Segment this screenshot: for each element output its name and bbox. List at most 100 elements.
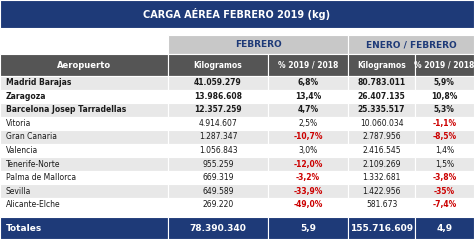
Bar	[415, 76, 474, 90]
Text: 1.287.347: 1.287.347	[199, 132, 237, 141]
Bar	[415, 144, 474, 157]
Text: 10,8%: 10,8%	[431, 92, 457, 101]
Text: 10.060.034: 10.060.034	[360, 119, 403, 128]
Bar	[168, 76, 268, 90]
Bar	[348, 117, 415, 130]
Bar	[0, 90, 168, 103]
Text: Kilogramos: Kilogramos	[194, 61, 242, 70]
Text: 78.390.340: 78.390.340	[190, 224, 246, 233]
Bar	[348, 185, 415, 198]
Text: 5,9: 5,9	[300, 224, 316, 233]
Bar	[348, 130, 415, 144]
Text: 12.357.259: 12.357.259	[194, 105, 242, 114]
Text: 4.914.607: 4.914.607	[199, 119, 237, 128]
Text: 581.673: 581.673	[366, 200, 397, 209]
Text: FEBRERO: FEBRERO	[235, 40, 282, 49]
Text: Aeropuerto: Aeropuerto	[57, 61, 111, 70]
Bar	[415, 157, 474, 171]
Text: -35%: -35%	[434, 187, 455, 196]
Text: 4,7%: 4,7%	[298, 105, 319, 114]
Bar	[348, 171, 415, 185]
Text: 13.986.608: 13.986.608	[194, 92, 242, 101]
Bar	[415, 117, 474, 130]
Bar	[268, 54, 348, 76]
Bar	[168, 117, 268, 130]
Text: 649.589: 649.589	[202, 187, 234, 196]
Text: Gran Canaria: Gran Canaria	[6, 132, 57, 141]
Bar	[168, 35, 348, 54]
Bar	[348, 54, 415, 76]
Text: 2.787.956: 2.787.956	[362, 132, 401, 141]
Bar	[268, 117, 348, 130]
Text: Valencia: Valencia	[6, 146, 38, 155]
Text: Barcelona Josep Tarradellas: Barcelona Josep Tarradellas	[6, 105, 126, 114]
Text: -33,9%: -33,9%	[293, 187, 323, 196]
Text: Palma de Mallorca: Palma de Mallorca	[6, 173, 76, 182]
Bar	[268, 217, 348, 239]
Bar	[415, 217, 474, 239]
Text: 13,4%: 13,4%	[295, 92, 321, 101]
Bar	[0, 157, 168, 171]
Text: 1,5%: 1,5%	[435, 160, 454, 168]
Bar	[168, 157, 268, 171]
Text: Totales: Totales	[6, 224, 42, 233]
Text: Vitoria: Vitoria	[6, 119, 31, 128]
Bar	[415, 171, 474, 185]
Bar	[168, 198, 268, 212]
Text: -10,7%: -10,7%	[293, 132, 323, 141]
Bar	[268, 103, 348, 117]
Text: % 2019 / 2018: % 2019 / 2018	[278, 61, 338, 70]
Bar	[268, 198, 348, 212]
Bar	[168, 90, 268, 103]
Bar	[348, 35, 474, 54]
Text: 26.407.135: 26.407.135	[358, 92, 405, 101]
Text: 3,0%: 3,0%	[299, 146, 318, 155]
Bar	[268, 157, 348, 171]
Bar	[168, 54, 268, 76]
Bar	[168, 130, 268, 144]
Text: 955.259: 955.259	[202, 160, 234, 168]
Text: 669.319: 669.319	[202, 173, 234, 182]
Text: Sevilla: Sevilla	[6, 187, 31, 196]
Bar	[0, 185, 168, 198]
Bar	[168, 171, 268, 185]
Text: 5,9%: 5,9%	[434, 78, 455, 87]
Text: % 2019 / 2018: % 2019 / 2018	[414, 61, 474, 70]
Bar	[0, 35, 168, 54]
Text: 41.059.279: 41.059.279	[194, 78, 242, 87]
Bar	[268, 130, 348, 144]
Bar	[0, 130, 168, 144]
Text: 2.109.269: 2.109.269	[362, 160, 401, 168]
Text: -3,2%: -3,2%	[296, 173, 320, 182]
Bar	[168, 217, 268, 239]
Text: 2,5%: 2,5%	[299, 119, 318, 128]
Bar	[0, 103, 168, 117]
Bar	[168, 144, 268, 157]
Bar	[415, 54, 474, 76]
Bar	[348, 198, 415, 212]
Text: -8,5%: -8,5%	[432, 132, 456, 141]
Bar	[268, 76, 348, 90]
Bar	[415, 198, 474, 212]
Bar	[0, 171, 168, 185]
Text: 269.220: 269.220	[202, 200, 234, 209]
Bar	[0, 144, 168, 157]
Bar	[0, 198, 168, 212]
Text: -49,0%: -49,0%	[293, 200, 323, 209]
Bar	[415, 90, 474, 103]
Text: Alicante-Elche: Alicante-Elche	[6, 200, 60, 209]
Bar	[415, 185, 474, 198]
Bar	[348, 217, 415, 239]
Bar	[268, 185, 348, 198]
Bar	[0, 76, 168, 90]
Bar	[0, 117, 168, 130]
Text: -7,4%: -7,4%	[432, 200, 456, 209]
Bar	[168, 185, 268, 198]
Bar	[168, 103, 268, 117]
Text: -3,8%: -3,8%	[432, 173, 456, 182]
Text: CARGA AÉREA FEBRERO 2019 (kg): CARGA AÉREA FEBRERO 2019 (kg)	[144, 8, 330, 20]
Bar	[348, 76, 415, 90]
Bar	[348, 90, 415, 103]
Text: Zaragoza: Zaragoza	[6, 92, 46, 101]
Text: 5,3%: 5,3%	[434, 105, 455, 114]
